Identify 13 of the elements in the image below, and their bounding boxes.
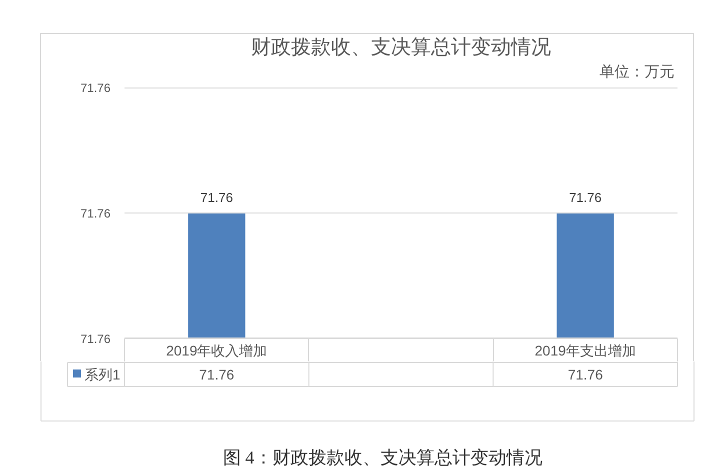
data-label: 71.76 (568, 366, 604, 382)
chart-title: 财政拨款收、支决算总计变动情况 (251, 36, 551, 58)
caption: 图 4：财政拨款收、支决算总计变动情况 (222, 448, 542, 468)
y-tick-label: 71.76 (80, 81, 111, 95)
x-tick-label: 2019年收入增加 (166, 342, 268, 358)
y-tick-label: 71.76 (80, 332, 111, 346)
data-label: 71.76 (199, 366, 234, 382)
x-tick-label: 2019年支出增加 (534, 342, 636, 358)
y-tick-label: 71.76 (80, 206, 111, 220)
legend-label: 系列1 (84, 366, 120, 382)
annotation: 71.76 (569, 190, 602, 205)
annotation: 71.76 (200, 190, 233, 205)
text: 单位：万元 (600, 64, 674, 80)
